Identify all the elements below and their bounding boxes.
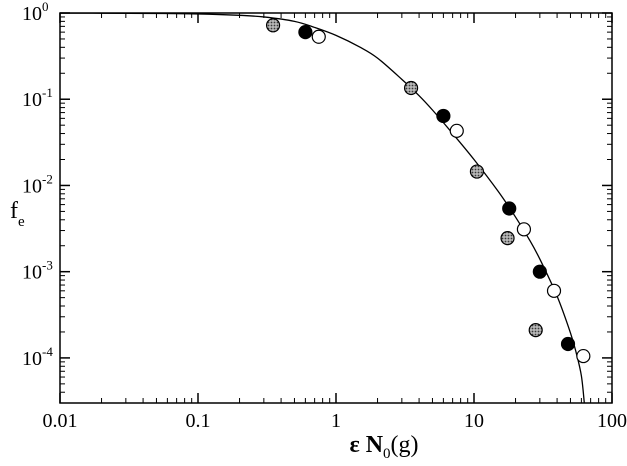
data-point-filled — [502, 201, 517, 216]
x-axis-label: ε N0(g) — [349, 432, 418, 462]
data-point-filled — [560, 336, 576, 352]
x-axis-label-sub: 0 — [383, 446, 391, 462]
y-axis-label-main: f — [10, 198, 18, 224]
data-point-open — [546, 283, 562, 298]
y-axis-label-sub: e — [18, 214, 25, 230]
data-point-open — [449, 123, 464, 138]
y-tick-label: 10-2 — [22, 171, 53, 197]
data-point-hatched — [528, 323, 543, 338]
data-point-hatched — [469, 164, 485, 179]
data-point-filled — [298, 25, 313, 40]
data-point-hatched — [265, 18, 281, 33]
data-point-filled — [532, 264, 547, 279]
points-layer — [265, 18, 591, 364]
data-point-hatched — [403, 80, 419, 96]
x-tick-label: 1 — [331, 410, 341, 432]
data-point-open — [311, 29, 326, 44]
data-point-hatched — [500, 231, 515, 246]
x-tick-label: 100 — [597, 410, 627, 432]
ticks-layer: 0.01 0.1 1 10 100 100 10-1 10-2 10-3 10-4 — [22, 0, 627, 432]
y-tick-label: 10-1 — [22, 85, 53, 111]
y-tick-label: 10-4 — [22, 344, 53, 370]
y-tick-label: 100 — [22, 0, 49, 25]
x-tick-label: 0.1 — [186, 410, 211, 432]
data-point-open — [576, 348, 591, 364]
x-tick-label: 0.01 — [43, 410, 78, 432]
y-axis-label: fe — [10, 198, 25, 230]
x-axis-label-tail: (g) — [391, 432, 419, 458]
data-point-filled — [436, 108, 451, 124]
x-axis-label-main: ε N — [349, 432, 383, 458]
data-point-open — [516, 222, 532, 237]
plot-frame — [59, 12, 613, 404]
y-tick-label: 10-3 — [22, 258, 53, 284]
x-tick-label: 10 — [464, 410, 484, 432]
